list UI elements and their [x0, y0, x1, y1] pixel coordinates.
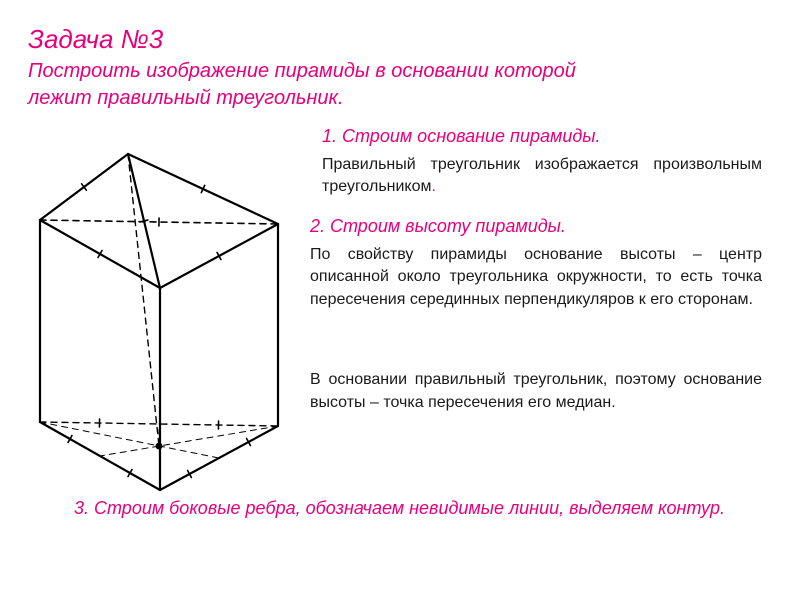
problem-subtitle: Построить изображение пирамиды в основан…: [28, 58, 588, 112]
pyramid-svg: [10, 140, 300, 500]
problem-title: Задача №3: [28, 24, 163, 55]
step1-body-text: Правильный треугольник изображается прои…: [322, 156, 762, 195]
step2-heading: 2. Строим высоту пирамиды.: [310, 216, 566, 237]
step2-body-b: В основании правильный треугольник, поэт…: [310, 368, 762, 414]
step1-body-dot: .: [432, 178, 436, 195]
pyramid-diagram: [10, 140, 300, 500]
step1-heading: 1. Строим основание пирамиды.: [322, 126, 601, 147]
step2-body-a: По свойству пирамиды основание высоты – …: [310, 244, 762, 311]
step1-body: Правильный треугольник изображается прои…: [322, 154, 762, 197]
step3-heading: 3. Строим боковые ребра, обозначаем неви…: [74, 496, 754, 520]
